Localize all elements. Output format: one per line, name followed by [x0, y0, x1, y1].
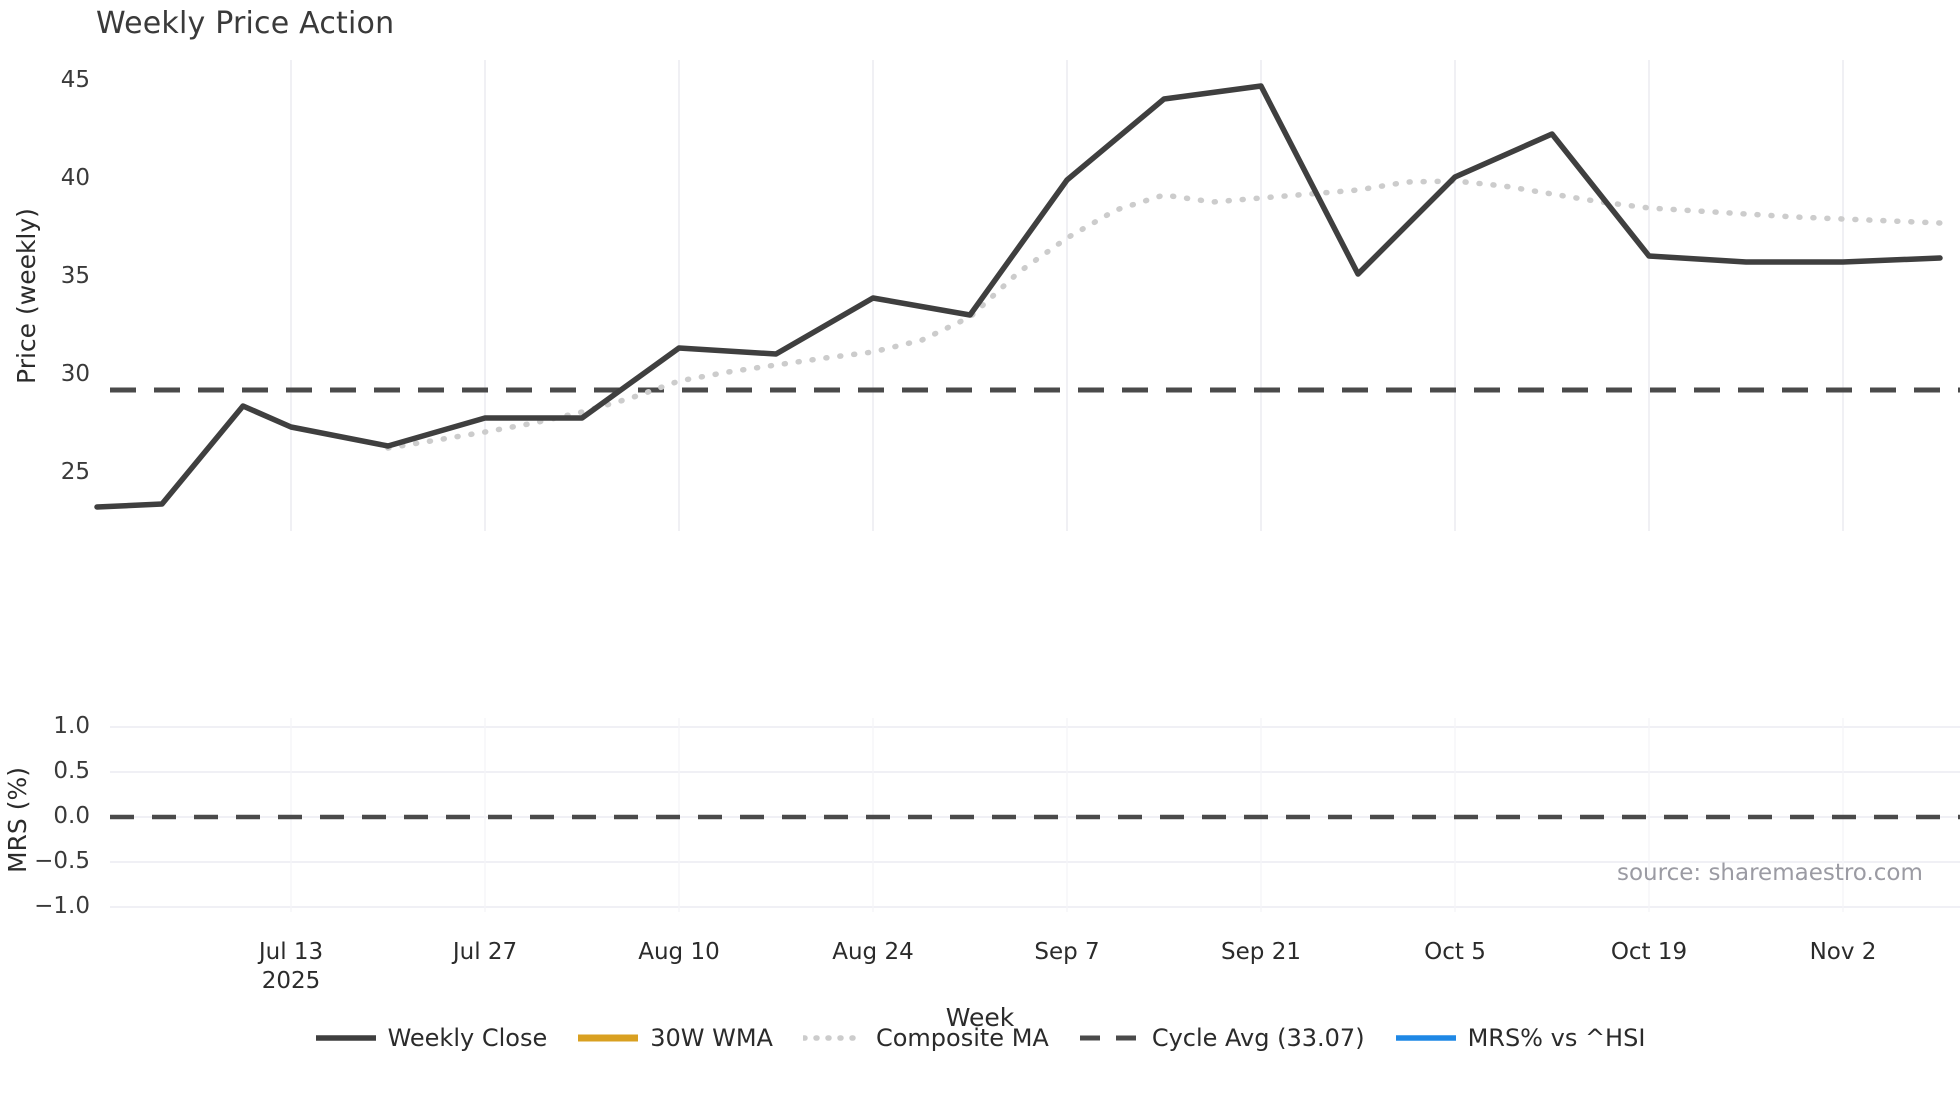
legend-line-weekly-close	[315, 1027, 377, 1049]
price-ytick-25: 25	[60, 459, 90, 485]
legend-line-30w-wma	[577, 1027, 639, 1049]
legend-item-30w-wma[interactable]: 30W WMA	[577, 1024, 773, 1052]
legend-line-composite-ma	[802, 1027, 865, 1049]
mrs-ytick-neg1: −1.0	[34, 893, 90, 919]
gridlines-mrs-vertical	[290, 718, 1844, 912]
x-axis-label: Week	[945, 1003, 1015, 1032]
xtick-sep-7: Sep 7	[1034, 939, 1100, 965]
price-ytick-30: 30	[60, 361, 90, 387]
mrs-ytick-neg0-5: −0.5	[34, 848, 90, 874]
source-note: source: sharemaestro.com	[1617, 860, 1923, 886]
mrs-ytick-0-5: 0.5	[53, 758, 90, 784]
legend-item-mrs-vs-hsi[interactable]: MRS% vs ^HSI	[1395, 1024, 1646, 1052]
xtick-jul-13: Jul 13 2025	[258, 939, 324, 994]
gridlines-mrs	[110, 726, 1960, 908]
xtick-nov-2: Nov 2	[1809, 939, 1877, 965]
legend-item-composite-ma[interactable]: Composite MA	[802, 1024, 1049, 1052]
chart-legend: Weekly Close 30W WMA Composite MA	[0, 1024, 1960, 1052]
legend-label-mrs-vs-hsi: MRS% vs ^HSI	[1467, 1024, 1646, 1052]
xtick-sep-21: Sep 21	[1221, 939, 1301, 965]
legend-label-composite-ma: Composite MA	[875, 1024, 1049, 1052]
xtick-aug-24: Aug 24	[832, 939, 914, 965]
composite-ma-line	[385, 178, 1943, 451]
gridlines-price	[290, 60, 1844, 531]
page-title: Weekly Price Action	[96, 6, 395, 41]
mrs-ytick-1: 1.0	[53, 713, 90, 739]
xtick-oct-19: Oct 19	[1610, 939, 1688, 965]
legend-label-30w-wma: 30W WMA	[650, 1024, 773, 1052]
weekly-close-line	[94, 83, 1943, 510]
mrs-axis-label: MRS (%)	[3, 766, 32, 874]
xtick-aug-10: Aug 10	[638, 939, 720, 965]
price-axis-label: Price (weekly)	[12, 208, 41, 384]
legend-item-weekly-close[interactable]: Weekly Close	[315, 1024, 548, 1052]
price-ytick-35: 35	[60, 263, 90, 289]
mrs-ytick-0: 0.0	[53, 803, 90, 829]
xtick-jul-27: Jul 27	[452, 939, 518, 965]
price-ytick-45: 45	[60, 67, 90, 93]
legend-label-weekly-close: Weekly Close	[387, 1024, 548, 1052]
legend-line-mrs-vs-hsi	[1395, 1027, 1457, 1049]
legend-line-cycle-avg	[1079, 1027, 1141, 1049]
legend-label-cycle-avg: Cycle Avg (33.07)	[1151, 1024, 1365, 1052]
legend-item-cycle-avg[interactable]: Cycle Avg (33.07)	[1079, 1024, 1365, 1052]
xtick-oct-5: Oct 5	[1424, 939, 1486, 965]
price-ytick-40: 40	[60, 165, 90, 191]
